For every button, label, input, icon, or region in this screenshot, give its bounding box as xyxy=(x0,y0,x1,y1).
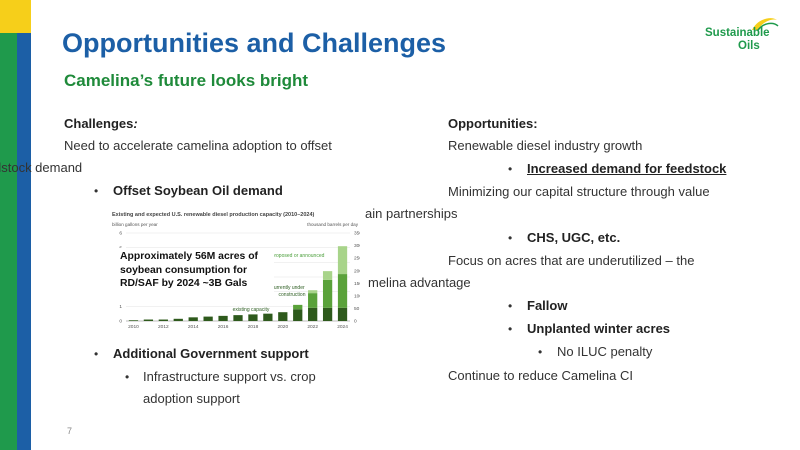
x-tick-label: 2010 xyxy=(128,324,139,330)
bar-existing-capacity-2018 xyxy=(248,314,258,321)
y-tick-label-right: 300 xyxy=(354,243,360,249)
left-yellow-block xyxy=(0,0,31,33)
bullet-dot: • xyxy=(508,231,513,245)
opportunities-line-1: Renewable diesel industry growth xyxy=(448,138,643,153)
bar-existing-capacity-2010 xyxy=(128,320,139,321)
x-tick-label: 2014 xyxy=(188,324,199,330)
opportunities-bullet-3: Fallow xyxy=(527,298,568,313)
chart-ticks: 2010 2012 2014 2016 2018 2020 2022 2024 xyxy=(128,324,348,330)
challenges-sub-bullet-line-1: Infrastructure support vs. crop xyxy=(143,369,316,384)
opportunities-bullet-4: Unplanted winter acres xyxy=(527,321,671,336)
slide-subtitle: Camelina’s future looks bright xyxy=(64,71,309,90)
slide-title: Opportunities and Challenges xyxy=(62,28,447,58)
chart-callout: Approximately 56M acres of soybean consu… xyxy=(114,248,274,298)
x-tick-label: 2018 xyxy=(248,324,259,330)
y-tick-label-right: 350 xyxy=(354,231,360,237)
logo-text-line2: Oils xyxy=(738,40,760,52)
x-tick-label: 2024 xyxy=(337,324,348,330)
annotation-existing: existing capacity xyxy=(233,307,270,313)
y-tick-label-right: 150 xyxy=(354,281,360,287)
bar-existing-capacity-2023 xyxy=(322,307,333,321)
bar-existing-capacity-2013 xyxy=(173,318,183,321)
bar-existing-capacity-2019 xyxy=(263,313,273,321)
challenges-bullet-2: Additional Government support xyxy=(113,346,309,361)
x-tick-label: 2022 xyxy=(307,324,318,330)
opportunities-line-2: Minimizing our capital structure through… xyxy=(448,184,710,199)
challenges-sub-bullet-line-2: adoption support xyxy=(143,391,240,406)
chart-ylabel-left: billion gallons per year xyxy=(112,222,158,227)
bar-existing-capacity-2014 xyxy=(188,317,198,321)
challenges-bullet-1: Offset Soybean Oil demand xyxy=(113,183,283,198)
bar-proposed-or-announced-2023 xyxy=(322,271,333,280)
sustainable-oils-logo xyxy=(752,18,779,31)
bar-currently-under-construction-2023 xyxy=(322,279,333,308)
bar-existing-capacity-2020 xyxy=(278,312,288,321)
y-tick-label-left: 1 xyxy=(119,304,122,310)
y-tick-label-right: 50 xyxy=(354,306,360,312)
sub-bullet-dot: • xyxy=(125,370,130,384)
bar-existing-capacity-2015 xyxy=(203,316,213,321)
opportunities-line-3b: melina advantage xyxy=(368,275,471,290)
bar-existing-capacity-2011 xyxy=(143,319,154,321)
challenges-heading-colon: : xyxy=(133,116,138,131)
bar-currently-under-construction-2021 xyxy=(293,304,303,310)
opportunities-sub-bullet: No ILUC penalty xyxy=(557,344,653,359)
y-tick-label-left: 0 xyxy=(119,319,122,325)
bar-currently-under-construction-2024 xyxy=(337,274,348,308)
x-tick-label: 2016 xyxy=(218,324,229,330)
bar-existing-capacity-2024 xyxy=(337,307,348,321)
opportunities-line-3: Focus on acres that are underutilized – … xyxy=(448,253,695,268)
y-tick-label-right: 100 xyxy=(354,293,360,299)
challenges-line-2: dstock demand xyxy=(0,160,83,175)
page-number: 7 xyxy=(67,426,73,436)
bar-proposed-or-announced-2024 xyxy=(337,246,348,275)
chart-bars xyxy=(128,246,348,321)
annotation-under-construction-1: currently under xyxy=(271,285,305,291)
annotation-proposed: proposed or announced xyxy=(272,253,325,259)
bullet-dot: • xyxy=(508,299,513,313)
bar-proposed-or-announced-2022 xyxy=(308,290,318,294)
challenges-line-1: Need to accelerate camelina adoption to … xyxy=(64,138,332,153)
chart-ylabel-right: thousand barrels per day xyxy=(307,222,359,227)
x-tick-label: 2020 xyxy=(277,324,288,330)
bar-existing-capacity-2012 xyxy=(158,319,168,321)
bullet-dot: • xyxy=(94,347,99,361)
bar-existing-capacity-2016 xyxy=(218,315,228,321)
x-tick-label: 2012 xyxy=(158,324,169,330)
y-tick-label-right: 200 xyxy=(354,268,360,274)
bullet-dot: • xyxy=(94,184,99,198)
logo-text-line1: Sustainable xyxy=(705,27,770,39)
sub-bullet-dot: • xyxy=(538,345,543,359)
y-tick-label-right: 250 xyxy=(354,256,360,262)
challenges-heading-text: Challenges xyxy=(64,116,134,131)
bar-existing-capacity-2017 xyxy=(233,315,243,321)
opportunities-line-4: Continue to reduce Camelina CI xyxy=(448,368,633,383)
left-blue-stripe xyxy=(17,33,31,450)
y-tick-label-right: 0 xyxy=(354,319,357,325)
bullet-dot: • xyxy=(508,162,513,176)
bar-existing-capacity-2022 xyxy=(308,307,318,321)
opportunities-bullet-2: CHS, UGC, etc. xyxy=(527,230,621,245)
opportunities-bullet-1: Increased demand for feedstock xyxy=(527,161,727,176)
challenges-heading: Challenges: xyxy=(64,116,138,131)
left-green-stripe xyxy=(0,0,17,450)
bar-currently-under-construction-2022 xyxy=(308,293,318,308)
bar-existing-capacity-2021 xyxy=(293,309,303,321)
opportunities-heading: Opportunities: xyxy=(448,116,538,131)
opportunities-line-2b: ain partnerships xyxy=(365,206,458,221)
bullet-dot: • xyxy=(508,322,513,336)
y-tick-label-left: 6 xyxy=(119,231,122,237)
annotation-under-construction-2: construction xyxy=(279,292,306,298)
chart-title: Existing and expected U.S. renewable die… xyxy=(112,212,315,218)
